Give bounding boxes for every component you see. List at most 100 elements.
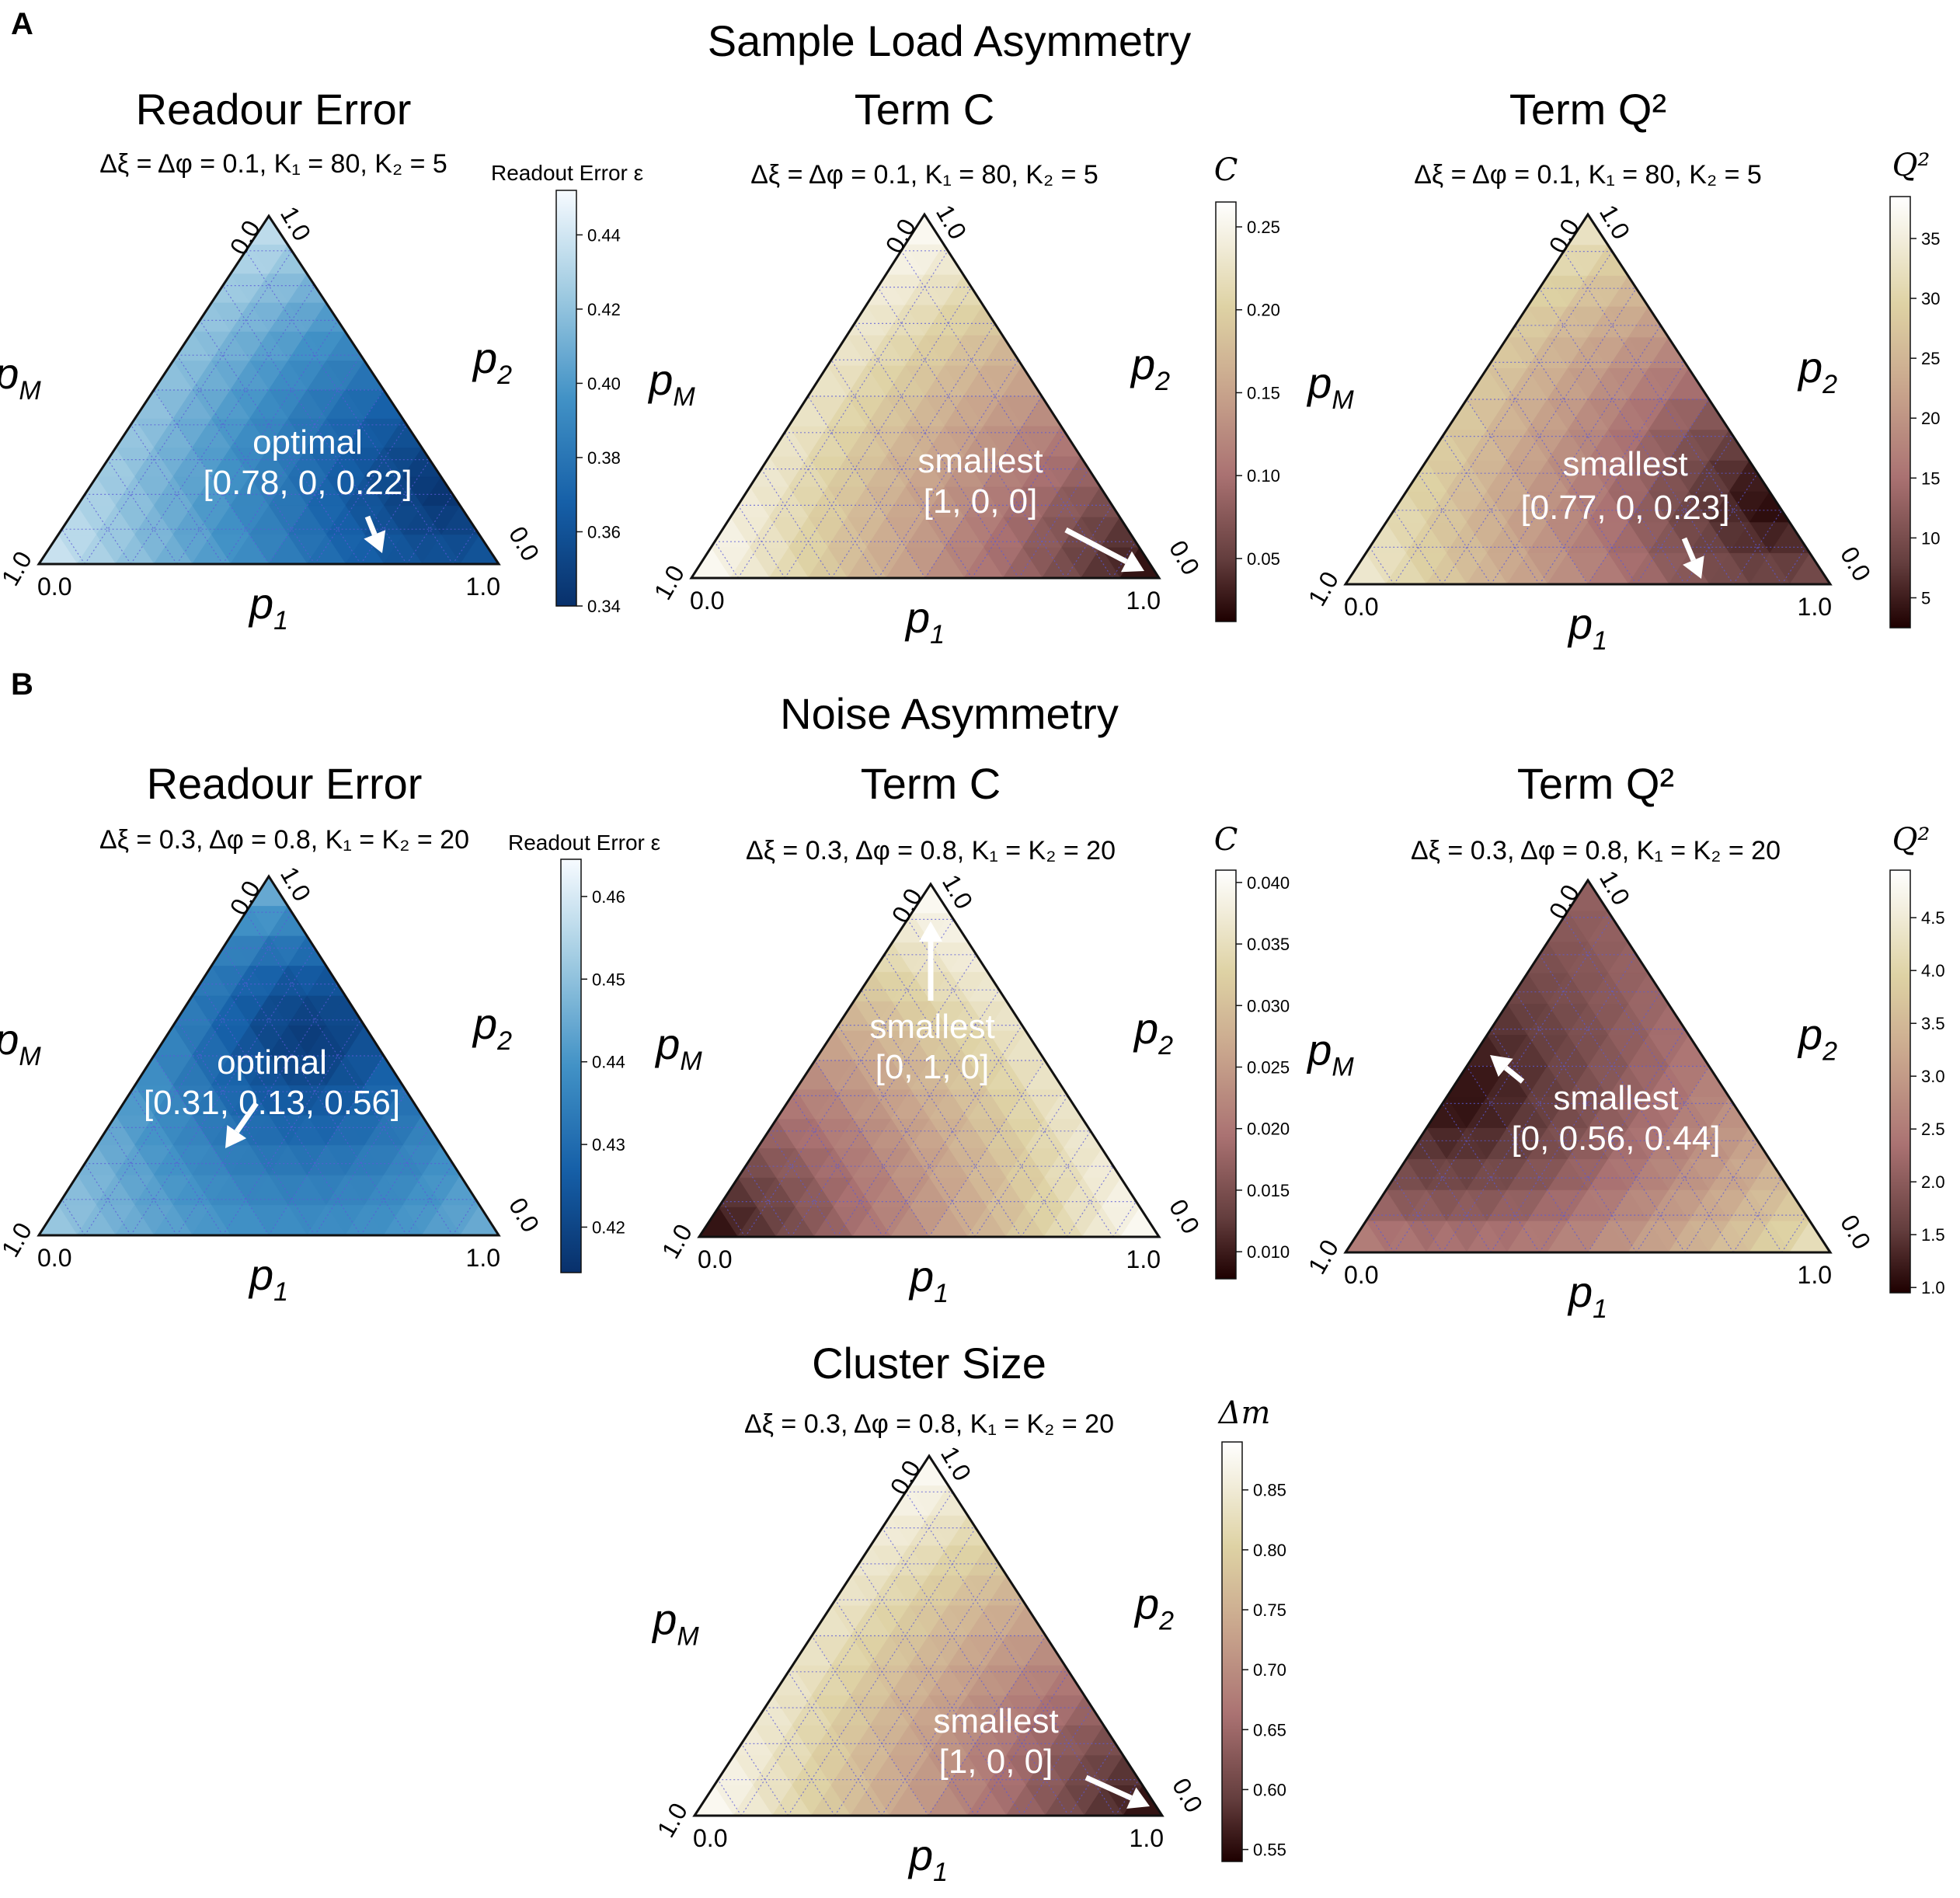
axis-label-p1-base: p — [1567, 599, 1593, 648]
ternary-frame — [689, 212, 1161, 580]
ternary-chart-7: Cluster Size Δξ = 0.3, Δφ = 0.8, K₁ = K₂ … — [651, 1339, 1286, 1887]
corner-tick-left-low: 1.0 — [652, 1799, 693, 1843]
colorbar-tick-label: 0.85 — [1253, 1481, 1286, 1500]
axis-label-p2: p2 — [1130, 340, 1170, 396]
grid-line — [1393, 510, 1443, 585]
grid-line — [61, 528, 85, 565]
colorbar-tick-label: 0.46 — [592, 887, 625, 907]
grid-line — [176, 354, 315, 565]
grid-line — [907, 919, 1114, 1238]
colorbar-tick-label: 35 — [1921, 229, 1940, 249]
annotation-arrow-shaft — [1681, 537, 1697, 562]
grid-line — [807, 395, 926, 579]
colorbar-tick-label: 0.25 — [1247, 218, 1280, 237]
corner-tick-bottom-left: 0.0 — [690, 587, 724, 615]
ternary-grid — [61, 911, 476, 1236]
panel-b-letter: B — [11, 667, 33, 702]
grid-line — [1490, 1029, 1637, 1253]
grid-line — [837, 989, 1000, 1238]
colorbar-tick-label: 0.70 — [1253, 1660, 1286, 1680]
annotation-coords: [0.31, 0.13, 0.56] — [144, 1084, 400, 1122]
colorbar-tick-label: 2.5 — [1921, 1120, 1945, 1139]
axis-label-p2: p2 — [1797, 343, 1837, 399]
colorbar-tick-label: 0.15 — [1247, 383, 1280, 402]
grid-line — [974, 1095, 1068, 1238]
annotation-arrow-head — [1121, 551, 1144, 573]
axis-label-pm-base: p — [654, 1019, 680, 1068]
axis-label-p1-base: p — [907, 1830, 933, 1879]
corner-tick-right-low: 0.0 — [1835, 542, 1876, 587]
colorbar-tick-label: 2.0 — [1921, 1172, 1945, 1192]
annotation-arrow-head — [1490, 1055, 1513, 1078]
chart-title: Term C — [855, 85, 994, 134]
heatmap-cells — [1345, 214, 1831, 585]
axis-label-pm-base: p — [647, 355, 673, 404]
grid-line — [722, 1201, 746, 1238]
grid-line — [1732, 510, 1783, 585]
heatmap-cells — [38, 215, 500, 565]
grid-line — [1514, 991, 1686, 1253]
grid-line — [1635, 1103, 1734, 1253]
axis-label-p1-sub: 1 — [1593, 626, 1607, 656]
panel-a-heading: Sample Load Asymmetry — [708, 16, 1191, 65]
axis-label-p2-sub: 2 — [1158, 1607, 1174, 1636]
axis-label-p1-sub: 1 — [273, 1277, 288, 1307]
grid-line — [406, 1163, 454, 1236]
axis-label-p1: p1 — [1567, 599, 1607, 656]
grid-line — [928, 1635, 1046, 1816]
colorbar-bar — [560, 858, 582, 1273]
colorbar-tick-label: 0.20 — [1247, 301, 1280, 320]
annotation-word: optimal — [217, 1043, 327, 1081]
colorbar-tick-label: 10 — [1921, 528, 1940, 548]
grid-line — [314, 424, 408, 565]
annotation-coords: [1, 0, 0] — [939, 1743, 1053, 1781]
grid-line — [814, 1060, 930, 1238]
chart-subtitle: Δξ = Δφ = 0.1, K₁ = 80, K₂ = 5 — [1414, 160, 1762, 190]
grid-line — [1112, 1201, 1137, 1238]
axis-label-p1-sub: 1 — [273, 606, 288, 636]
grid-line — [1393, 917, 1613, 1253]
grid-line — [84, 1163, 131, 1236]
grid-line — [130, 285, 315, 565]
colorbar-label: C — [1214, 152, 1238, 188]
axis-label-p2-base: p — [1797, 1010, 1822, 1059]
annotation-arrow-shaft — [1064, 527, 1128, 565]
grid-line — [784, 432, 879, 579]
annotation-arrow-head — [1683, 555, 1704, 579]
axis-label-p2-base: p — [1130, 340, 1155, 388]
axis-label-p1-base: p — [248, 579, 273, 628]
annotation-word: smallest — [917, 442, 1043, 480]
grid-line — [245, 911, 454, 1236]
colorbar-tick-label: 0.45 — [592, 970, 625, 989]
grid-line — [199, 984, 361, 1236]
colorbar-tick-label: 5 — [1921, 588, 1930, 608]
colorbar-tick-label: 25 — [1921, 349, 1940, 368]
grid-line — [107, 459, 178, 565]
grid-line — [744, 919, 954, 1238]
grid-line — [811, 1635, 929, 1816]
colorbar-bar — [1889, 196, 1911, 629]
ternary-frame — [37, 214, 501, 566]
colorbar: 0.55 0.60 0.65 0.70 0.75 0.80 0.85 Δm — [1217, 1395, 1286, 1862]
axis-label-p2-sub: 2 — [1154, 367, 1170, 396]
axis-label-p2: p2 — [1133, 1004, 1173, 1060]
chart-title: Term C — [861, 759, 1001, 808]
axis-label-p2-base: p — [1797, 343, 1822, 392]
ternary-chart-4: Readour Error Δξ = 0.3, Δφ = 0.8, K₁ = K₂… — [0, 759, 660, 1307]
axis-label-p1-base: p — [248, 1250, 273, 1299]
grid-line — [245, 250, 454, 565]
axis-label-p2: p2 — [472, 333, 512, 390]
ternary-chart-6: Term Q² Δξ = 0.3, Δφ = 0.8, K₁ = K₂ = 20 p… — [1303, 759, 1945, 1324]
colorbar-bar — [1221, 1441, 1243, 1862]
grid-line — [1539, 1029, 1686, 1253]
colorbar-tick-label: 0.10 — [1247, 466, 1280, 486]
grid-line — [788, 1671, 883, 1816]
annotation-arrow-head — [364, 530, 386, 553]
grid-line — [1490, 991, 1662, 1253]
grid-line — [452, 528, 476, 565]
grid-line — [1393, 1177, 1443, 1253]
corner-tick-bottom-right: 1.0 — [1798, 593, 1832, 621]
chart-subtitle: Δξ = Δφ = 0.1, K₁ = 80, K₂ = 5 — [750, 160, 1098, 190]
colorbar-tick-label: 20 — [1921, 409, 1940, 428]
colorbar-label: Q² — [1892, 822, 1930, 858]
